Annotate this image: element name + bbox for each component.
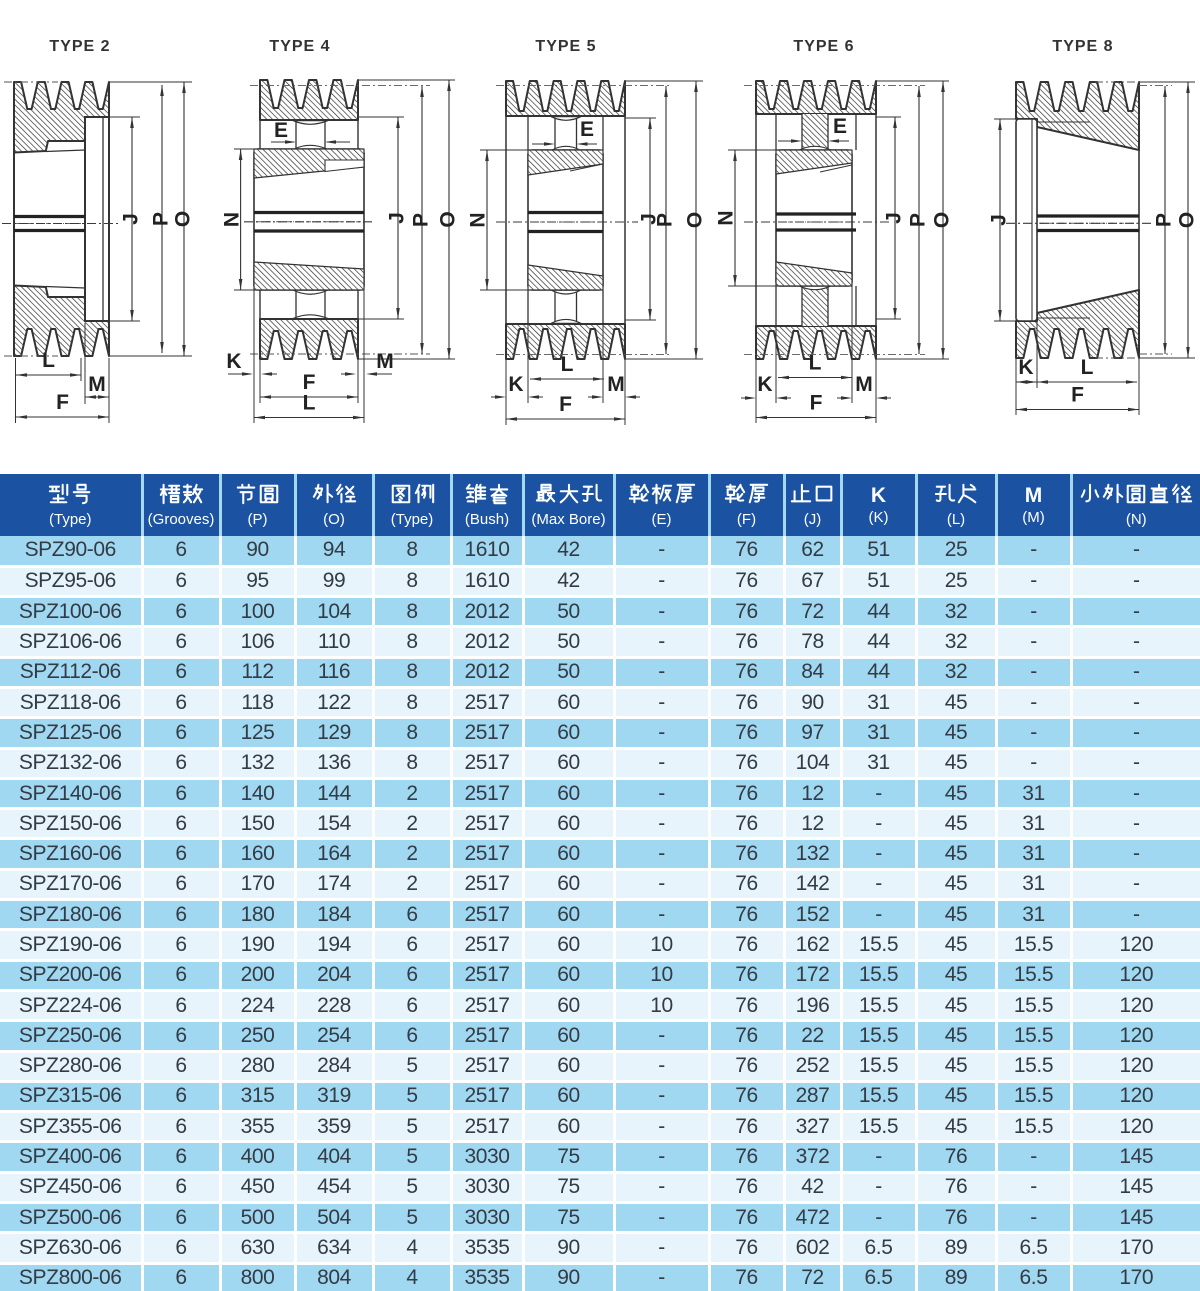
svg-text:K: K (1018, 356, 1033, 379)
svg-text:O: O (931, 212, 954, 228)
svg-text:J: J (883, 212, 906, 224)
svg-text:O: O (1176, 212, 1199, 228)
svg-text:P: P (1153, 213, 1176, 227)
svg-text:M: M (607, 373, 625, 396)
svg-text:P: P (654, 213, 677, 227)
svg-text:J: J (120, 213, 143, 225)
svg-text:TYPE 6: TYPE 6 (793, 38, 854, 55)
svg-text:O: O (172, 211, 195, 227)
svg-text:N: N (221, 212, 244, 227)
svg-text:TYPE 2: TYPE 2 (49, 38, 110, 55)
svg-text:P: P (907, 213, 930, 227)
svg-text:F: F (810, 392, 823, 415)
svg-text:E: E (274, 119, 288, 142)
svg-text:P: P (150, 212, 173, 226)
svg-text:O: O (684, 212, 707, 228)
svg-text:F: F (559, 393, 572, 416)
svg-text:L: L (809, 352, 822, 375)
svg-text:N: N (715, 210, 738, 225)
svg-text:L: L (561, 353, 574, 376)
svg-text:K: K (226, 350, 241, 373)
svg-text:TYPE 5: TYPE 5 (535, 38, 596, 55)
svg-text:M: M (855, 373, 873, 396)
svg-text:M: M (376, 350, 394, 373)
svg-text:M: M (88, 373, 106, 396)
svg-text:TYPE 4: TYPE 4 (269, 38, 330, 55)
svg-text:F: F (56, 391, 69, 414)
svg-text:F: F (1071, 384, 1084, 407)
svg-text:L: L (1081, 356, 1094, 379)
svg-text:K: K (757, 373, 772, 396)
svg-text:E: E (580, 118, 594, 141)
svg-text:L: L (42, 349, 55, 372)
svg-text:J: J (638, 213, 661, 225)
svg-text:L: L (303, 392, 316, 415)
svg-text:J: J (386, 212, 409, 224)
svg-text:TYPE 8: TYPE 8 (1052, 38, 1113, 55)
svg-text:N: N (467, 212, 490, 227)
svg-text:P: P (410, 213, 433, 227)
svg-text:K: K (508, 373, 523, 396)
svg-text:O: O (437, 211, 460, 227)
svg-text:J: J (988, 214, 1011, 226)
svg-text:E: E (833, 115, 847, 138)
svg-text:F: F (303, 371, 316, 394)
